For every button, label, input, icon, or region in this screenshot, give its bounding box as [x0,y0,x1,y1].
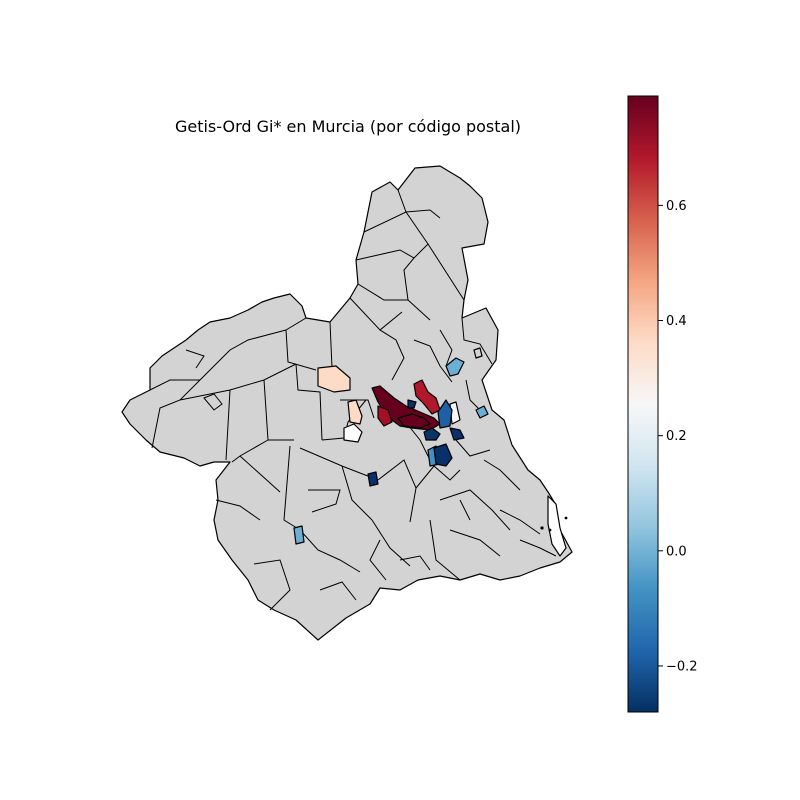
zip-area-white-1 [343,423,363,443]
zip-area-cold-5 [449,427,465,441]
islet [540,526,544,530]
zip-area-cold-1 [437,399,453,429]
zip-area-warm-1 [317,365,351,393]
colorbar-tick-label: 0.2 [666,429,687,444]
zip-area-warm-2 [347,399,363,425]
colorbar-tick-label: 0.0 [666,544,687,559]
islet [548,528,552,532]
colorbar-ticks: −0.2 0.0 0.2 0.4 0.6 [658,199,698,674]
zip-area-cold-4 [423,427,441,441]
zip-area-cold-3 [367,471,379,487]
region-outline [121,165,573,641]
mar-menor-lagoon [547,495,567,557]
colorbar-tick-label: 0.6 [666,199,687,214]
zip-area-cool-1 [445,357,465,377]
zip-area-hot-2 [397,413,431,429]
colorbar-gradient [627,95,659,713]
islet [564,516,568,520]
colorbar-tick-label: 0.4 [666,314,687,329]
zip-area-hot-4 [377,405,393,427]
zip-area-cold-2 [433,443,453,467]
zip-area-cold-6 [407,399,417,409]
lake-outline [473,347,483,359]
map-title: Getis-Ord Gi* en Murcia (por código post… [174,117,522,136]
zip-area-cool-2 [475,405,489,419]
colorbar-tick-label: −0.2 [666,659,698,674]
zip-area-cool-3 [293,525,305,545]
